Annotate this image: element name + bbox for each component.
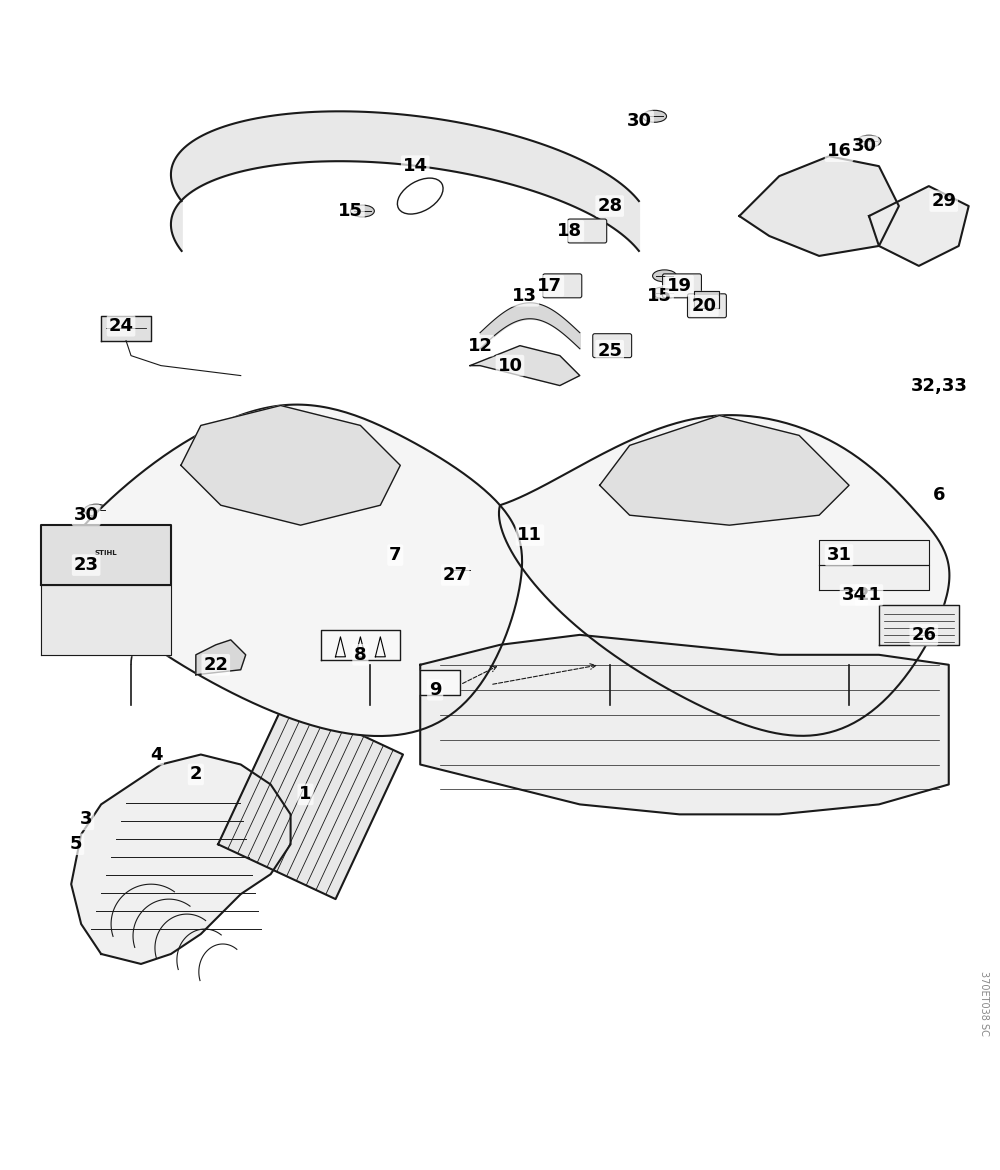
FancyBboxPatch shape	[593, 333, 632, 358]
Polygon shape	[181, 406, 400, 525]
Ellipse shape	[834, 700, 884, 750]
Text: 25: 25	[597, 342, 622, 359]
Polygon shape	[470, 345, 580, 386]
Polygon shape	[71, 755, 291, 964]
Ellipse shape	[814, 680, 904, 770]
Polygon shape	[41, 585, 171, 655]
Text: 23: 23	[74, 556, 99, 574]
Text: 9: 9	[429, 681, 441, 698]
Text: 22: 22	[203, 655, 228, 674]
Ellipse shape	[510, 669, 650, 770]
Polygon shape	[694, 291, 719, 308]
Polygon shape	[739, 156, 899, 256]
Polygon shape	[51, 405, 522, 736]
Polygon shape	[218, 700, 403, 899]
Polygon shape	[420, 669, 460, 695]
Text: 4: 4	[150, 745, 162, 764]
Text: 14: 14	[403, 157, 428, 176]
Text: 34: 34	[842, 586, 867, 604]
Ellipse shape	[64, 563, 88, 577]
Text: 11: 11	[517, 526, 542, 544]
Ellipse shape	[84, 504, 108, 516]
Text: 20: 20	[692, 297, 717, 315]
Text: 6: 6	[933, 487, 945, 504]
Text: 30: 30	[851, 137, 876, 156]
Ellipse shape	[231, 555, 330, 615]
Text: 5: 5	[70, 835, 82, 853]
Polygon shape	[819, 565, 929, 590]
Ellipse shape	[680, 555, 779, 615]
Text: 8: 8	[354, 646, 367, 663]
Polygon shape	[196, 640, 246, 675]
Text: 10: 10	[497, 357, 522, 374]
Text: 16: 16	[827, 143, 852, 160]
Ellipse shape	[58, 545, 94, 565]
Text: 29: 29	[931, 192, 956, 211]
Text: 1: 1	[299, 785, 312, 804]
Text: 31: 31	[827, 546, 852, 564]
Text: 27: 27	[443, 566, 468, 584]
Ellipse shape	[857, 136, 881, 147]
Ellipse shape	[643, 110, 667, 123]
Polygon shape	[420, 635, 949, 814]
Text: 3: 3	[80, 811, 92, 828]
Text: 32,33: 32,33	[910, 377, 967, 394]
Polygon shape	[879, 605, 959, 645]
FancyBboxPatch shape	[663, 274, 701, 298]
Text: 15: 15	[338, 202, 363, 220]
Text: STIHL: STIHL	[95, 550, 117, 556]
Text: 30: 30	[74, 507, 99, 524]
Text: 28: 28	[597, 197, 622, 215]
Text: 15: 15	[647, 287, 672, 305]
Polygon shape	[869, 186, 969, 266]
Ellipse shape	[653, 270, 677, 282]
Text: 370ET038 SC: 370ET038 SC	[979, 971, 989, 1037]
Text: 7: 7	[389, 546, 402, 564]
Polygon shape	[819, 541, 929, 565]
FancyBboxPatch shape	[543, 274, 582, 298]
Ellipse shape	[154, 842, 198, 886]
Ellipse shape	[540, 689, 620, 750]
Polygon shape	[320, 629, 400, 660]
Text: 30: 30	[627, 112, 652, 130]
Text: 19: 19	[667, 277, 692, 295]
Text: 12: 12	[468, 337, 493, 355]
Ellipse shape	[699, 689, 819, 770]
Ellipse shape	[653, 287, 677, 298]
Text: 24: 24	[109, 317, 134, 335]
Text: 18: 18	[557, 222, 582, 240]
Polygon shape	[41, 525, 171, 585]
Text: 17: 17	[537, 277, 562, 295]
Text: 2: 2	[190, 765, 202, 784]
FancyBboxPatch shape	[568, 219, 607, 243]
Polygon shape	[101, 316, 151, 340]
Ellipse shape	[350, 205, 374, 216]
Text: 26: 26	[911, 626, 936, 644]
Text: 21: 21	[856, 586, 881, 604]
Ellipse shape	[450, 564, 474, 576]
Ellipse shape	[397, 178, 443, 214]
Polygon shape	[499, 415, 949, 736]
FancyBboxPatch shape	[687, 294, 726, 318]
Text: 13: 13	[512, 287, 537, 305]
Polygon shape	[600, 415, 849, 525]
